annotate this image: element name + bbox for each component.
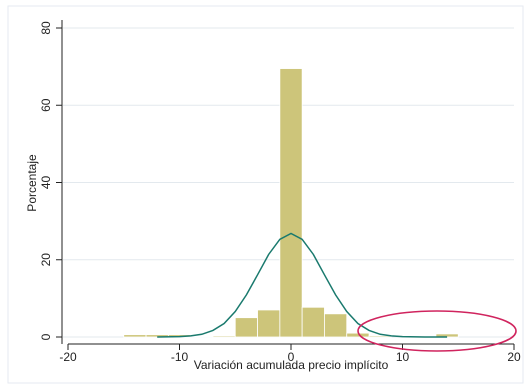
- ticks: 0 20 40 60 80 -20 -10 0 10 20: [39, 21, 521, 364]
- y-tick-label: 60: [39, 98, 53, 112]
- bar: [324, 313, 348, 338]
- bar: [190, 335, 214, 338]
- frame: [7, 5, 524, 384]
- bars: [123, 68, 459, 338]
- bar: [212, 335, 236, 338]
- x-tick-label: 20: [507, 350, 521, 364]
- x-tick-label: 0: [288, 350, 295, 364]
- y-tick-label: 80: [39, 21, 53, 35]
- x-tick-label: -10: [171, 350, 189, 364]
- bar: [301, 306, 325, 338]
- bar: [234, 317, 258, 338]
- curve-layer: [157, 232, 448, 338]
- y-tick-label: 0: [39, 333, 53, 340]
- bar: [123, 334, 147, 338]
- highlight-ellipse: [357, 310, 517, 352]
- x-tick-label: -20: [59, 350, 77, 364]
- x-axis-label: Variación acumulada precio implícito: [194, 358, 389, 372]
- y-axis-label: Porcentaje: [25, 154, 39, 212]
- y-tick-label: 40: [39, 176, 53, 190]
- normal-curve: [157, 232, 448, 338]
- bar: [257, 309, 281, 338]
- bar: [279, 68, 303, 338]
- x-tick-label: 10: [396, 350, 410, 364]
- y-tick-label: 20: [39, 253, 53, 267]
